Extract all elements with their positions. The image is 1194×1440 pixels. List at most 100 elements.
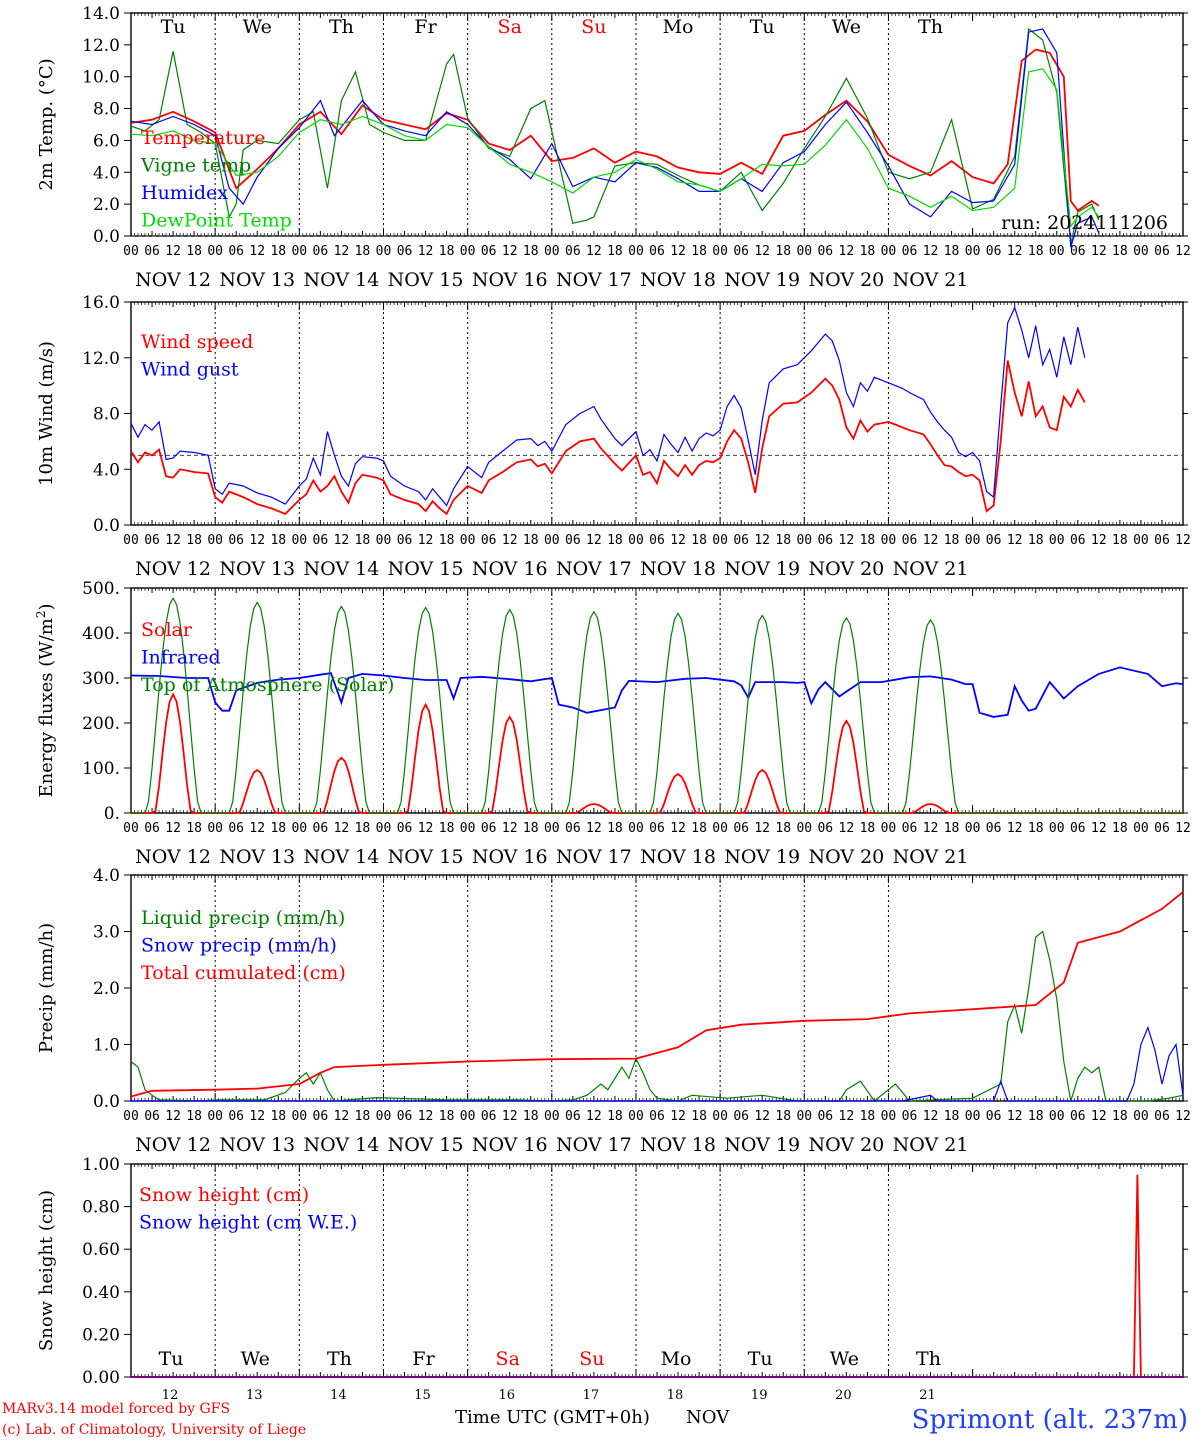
hour-label: 12 (923, 821, 939, 836)
legend-infrared: Infrared (141, 647, 221, 669)
hour-label: 06 (817, 1109, 833, 1124)
hour-label: 00 (796, 244, 812, 259)
hour-label: 18 (186, 1109, 202, 1124)
hour-label: 12 (1007, 244, 1023, 259)
y-axis-title: Precip (mm/h) (36, 923, 57, 1053)
y-tick-label: 0.00 (82, 1368, 120, 1388)
legend-total-cumulated-cm-: Total cumulated (cm) (141, 962, 346, 984)
day-number: 20 (835, 1388, 852, 1403)
hour-label: 00 (123, 533, 139, 548)
hour-label: 00 (123, 244, 139, 259)
series-line-wind-gust (130, 305, 1086, 507)
hour-label: 00 (291, 1109, 307, 1124)
hour-label: 12 (334, 244, 350, 259)
hour-label: 06 (733, 821, 749, 836)
date-label: NOV 17 (556, 1134, 632, 1156)
hour-label: 18 (270, 1109, 286, 1124)
hour-label: 00 (796, 1109, 812, 1124)
hour-label: 00 (1133, 244, 1149, 259)
day-name: We (243, 16, 272, 38)
hour-label: 06 (228, 1109, 244, 1124)
hour-label: 18 (691, 1109, 707, 1124)
credit-line-1: MARv3.14 model forced by GFS (2, 1401, 230, 1417)
y-tick-label: 10.0 (82, 68, 120, 88)
hour-label: 18 (944, 244, 960, 259)
hour-label: 00 (881, 821, 897, 836)
hour-label: 12 (165, 821, 181, 836)
plot-frame (130, 301, 1184, 526)
y-axis-title: Energy fluxes (W/m2) (34, 603, 57, 797)
date-label: NOV 14 (303, 558, 379, 580)
day-name: Th (916, 1348, 941, 1370)
hour-label: 06 (986, 244, 1002, 259)
date-label: NOV 14 (303, 846, 379, 868)
hour-label: 12 (1175, 244, 1191, 259)
hour-label: 12 (502, 244, 518, 259)
day-name: We (241, 1348, 270, 1370)
hour-label: 06 (1154, 244, 1170, 259)
hour-label: 12 (1175, 821, 1191, 836)
hour-label: 06 (481, 1109, 497, 1124)
hour-label: 00 (123, 821, 139, 836)
date-label: NOV 12 (135, 558, 211, 580)
date-label: NOV 16 (472, 846, 548, 868)
y-axis-title: Snow height (cm) (36, 1190, 57, 1351)
hour-label: 12 (165, 244, 181, 259)
hour-label: 12 (754, 244, 770, 259)
hour-label: 06 (228, 533, 244, 548)
hour-label: 12 (839, 244, 855, 259)
hour-label: 12 (670, 244, 686, 259)
hour-label: 18 (691, 533, 707, 548)
legend-temperature: Temperature (141, 127, 265, 149)
date-label: NOV 17 (556, 846, 632, 868)
day-number: 16 (498, 1388, 515, 1403)
hour-label: 18 (523, 821, 539, 836)
hour-label: 18 (1028, 821, 1044, 836)
day-name: Tu (161, 16, 186, 38)
hour-label: 06 (313, 533, 329, 548)
hour-label: 12 (418, 533, 434, 548)
date-label: NOV 17 (556, 269, 632, 291)
y-tick-label: 8.0 (93, 100, 120, 120)
footer: MARv3.14 model forced by GFS (c) Lab. of… (2, 1401, 1188, 1438)
y-tick-label: 3.0 (93, 923, 120, 943)
hour-label: 00 (460, 533, 476, 548)
date-label: NOV 21 (893, 1134, 969, 1156)
hour-label: 06 (565, 244, 581, 259)
y-tick-label: 0.0 (93, 227, 120, 247)
hour-label: 12 (502, 533, 518, 548)
hour-label: 12 (1091, 1109, 1107, 1124)
day-name: Th (327, 1348, 352, 1370)
hour-label: 18 (270, 244, 286, 259)
hour-label: 00 (796, 821, 812, 836)
y-tick-label: 0.40 (82, 1283, 120, 1303)
day-name: Fr (412, 1348, 435, 1370)
date-label: NOV 21 (893, 269, 969, 291)
day-name: Su (581, 16, 606, 38)
y-tick-label: 2.0 (93, 195, 120, 215)
day-name: Tu (750, 16, 775, 38)
hour-label: 06 (565, 533, 581, 548)
day-number: 21 (919, 1388, 936, 1403)
hour-label: 18 (439, 244, 455, 259)
hour-label: 06 (733, 533, 749, 548)
station-name: Sprimont (alt. 237m) (912, 1405, 1188, 1435)
y-tick-label: 6.0 (93, 131, 120, 151)
hour-label: 12 (586, 1109, 602, 1124)
legend-liquid-precip-mm-h-: Liquid precip (mm/h) (141, 907, 345, 929)
hour-label: 00 (712, 1109, 728, 1124)
date-label: NOV 15 (388, 558, 464, 580)
day-number: 18 (667, 1388, 684, 1403)
date-label: NOV 13 (219, 1134, 295, 1156)
hour-label: 00 (965, 244, 981, 259)
hour-label: 18 (944, 533, 960, 548)
date-label: NOV 20 (808, 558, 884, 580)
hour-label: 00 (291, 533, 307, 548)
hour-label: 06 (565, 1109, 581, 1124)
hour-label: 18 (186, 821, 202, 836)
day-name: Th (329, 16, 354, 38)
y-tick-label: 300. (82, 669, 120, 689)
hour-label: 00 (1049, 1109, 1065, 1124)
y-tick-label: 0.80 (82, 1198, 120, 1218)
date-label: NOV 17 (556, 558, 632, 580)
